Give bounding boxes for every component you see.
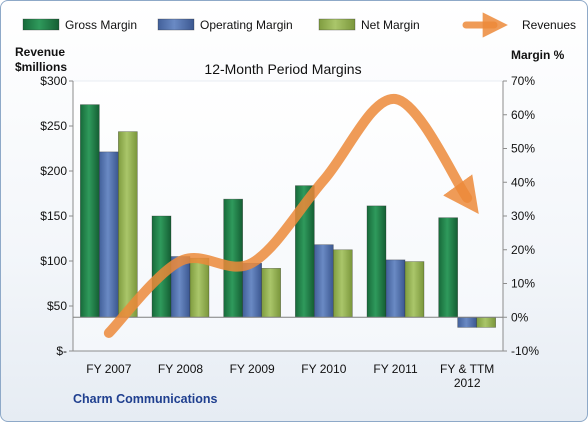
bar-operating-margin bbox=[385, 259, 406, 318]
bar-gross-margin bbox=[223, 198, 243, 318]
legend-label: Operating Margin bbox=[200, 18, 293, 32]
legend-swatch bbox=[22, 18, 60, 31]
revenue-line bbox=[103, 94, 479, 338]
legend: Gross Margin Operating Margin Net Margin Re… bbox=[22, 12, 576, 38]
left-axis: $- $50 $100 $150 $200 $250 $300 bbox=[40, 74, 74, 358]
left-axis-tick-label: $250 bbox=[40, 119, 67, 133]
right-axis-tick-label: -10% bbox=[511, 344, 539, 358]
left-axis-label-line2: $millions bbox=[15, 60, 67, 74]
right-axis-label: Margin % bbox=[511, 48, 565, 62]
right-axis-tick-label: 20% bbox=[511, 243, 535, 257]
left-axis-tick-label: $200 bbox=[40, 164, 67, 178]
bar-gross-margin bbox=[438, 217, 458, 318]
legend-swatch bbox=[157, 18, 195, 31]
bar-net-margin bbox=[404, 261, 425, 318]
bar-net-margin bbox=[189, 257, 210, 318]
left-axis-tick-label: $150 bbox=[40, 209, 67, 223]
bar-net-margin bbox=[261, 268, 281, 318]
x-axis-tick-label: FY 2011 bbox=[373, 362, 418, 376]
right-axis-tick-label: 30% bbox=[511, 209, 535, 223]
left-axis-label-line1: Revenue bbox=[15, 45, 65, 59]
legend-label: Gross Margin bbox=[65, 18, 137, 32]
bar-gross-margin bbox=[80, 104, 100, 318]
bar-net-margin bbox=[333, 249, 353, 318]
left-axis-tick-label: $50 bbox=[47, 299, 67, 313]
x-axis-tick-label: 2012 bbox=[454, 376, 481, 390]
right-axis-tick-label: 50% bbox=[511, 142, 535, 156]
right-axis-tick-label: 10% bbox=[511, 277, 535, 291]
left-axis-tick-label: $100 bbox=[40, 254, 67, 268]
bar-operating-margin bbox=[242, 262, 262, 318]
bar-operating-margin bbox=[457, 316, 477, 328]
right-axis-tick-label: 0% bbox=[511, 310, 529, 324]
x-axis-tick-label: FY 2009 bbox=[230, 362, 275, 376]
legend-label: Revenues bbox=[522, 18, 576, 32]
revenue-line-layer bbox=[103, 94, 479, 338]
left-axis-tick-label: $- bbox=[56, 344, 67, 358]
right-axis: -10% 0% 10% 20% 30% 40% 50% 60% 70% bbox=[502, 74, 539, 358]
x-axis: FY 2007 FY 2008 FY 2009 FY 2010 FY 2011 FY & … bbox=[73, 350, 503, 390]
x-axis-tick-label: FY 2008 bbox=[158, 362, 203, 376]
bar-operating-margin bbox=[99, 151, 119, 318]
right-axis-tick-label: 60% bbox=[511, 108, 535, 122]
right-axis-tick-label: 40% bbox=[511, 175, 535, 189]
chart-title: 12-Month Period Margins bbox=[204, 61, 361, 77]
legend-label: Net Margin bbox=[361, 18, 420, 32]
x-axis-tick-label: FY & TTM bbox=[440, 362, 494, 376]
x-axis-tick-label: FY 2010 bbox=[301, 362, 346, 376]
bars bbox=[73, 104, 503, 328]
bar-net-margin bbox=[118, 131, 138, 318]
company-name: Charm Communications bbox=[73, 392, 218, 406]
left-axis-tick-label: $300 bbox=[40, 74, 67, 88]
bar-gross-margin bbox=[366, 205, 387, 318]
bar-operating-margin bbox=[314, 244, 334, 318]
bar-net-margin bbox=[476, 316, 496, 328]
right-axis-tick-label: 70% bbox=[511, 74, 535, 88]
legend-swatch bbox=[318, 18, 356, 31]
x-axis-tick-label: FY 2007 bbox=[86, 362, 131, 376]
